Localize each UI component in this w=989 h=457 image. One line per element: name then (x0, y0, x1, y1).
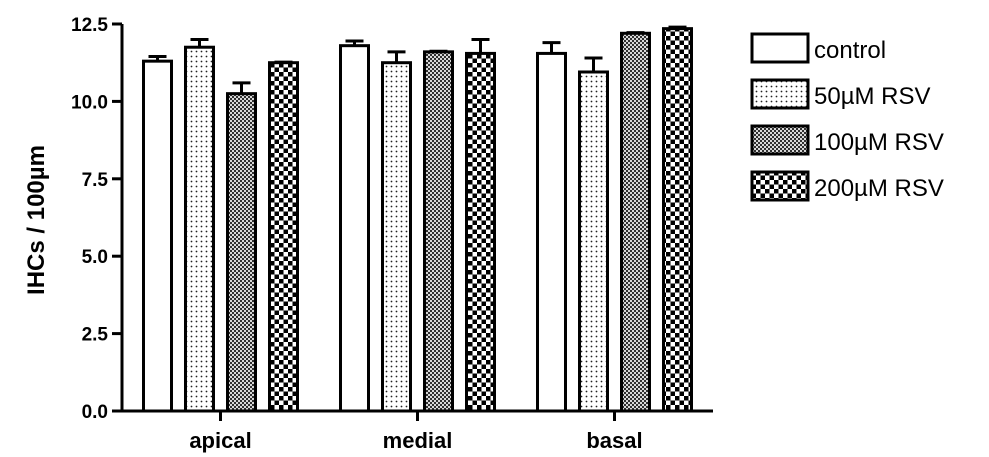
legend-label: 100µM RSV (814, 129, 944, 156)
bar (423, 50, 454, 413)
x-tick-label: basal (586, 428, 642, 453)
bar (184, 45, 215, 413)
y-axis-label: IHCs / 100µm (23, 145, 50, 295)
y-axis: 0.0 2.5 5.0 7.5 10.0 12.5 (71, 15, 124, 423)
y-tick-label: 0.0 (82, 402, 108, 423)
bar (381, 61, 412, 413)
bar (578, 70, 609, 413)
x-tick-label: medial (383, 428, 453, 453)
legend: control 50µM RSV 100µM RSV 200µM RSV (750, 32, 944, 202)
legend-label: control (814, 37, 886, 64)
bar (620, 31, 651, 413)
bars (142, 25, 693, 413)
legend-label: 200µM RSV (814, 175, 944, 202)
y-tick-label: 2.5 (82, 325, 109, 346)
legend-swatch (750, 78, 810, 110)
bar (339, 44, 370, 413)
bar (142, 59, 173, 413)
legend-swatch (750, 124, 810, 156)
bar (268, 61, 299, 413)
bar (536, 51, 567, 413)
y-tick-label: 7.5 (82, 170, 109, 191)
bar (226, 92, 257, 413)
legend-swatch (750, 170, 810, 202)
y-tick-label: 5.0 (82, 247, 108, 268)
legend-swatch (750, 32, 810, 64)
y-tick-label: 12.5 (71, 15, 108, 36)
bar (465, 51, 496, 413)
y-tick-label: 10.0 (71, 92, 108, 113)
bar (662, 27, 693, 413)
x-axis: apical medial basal (120, 409, 713, 453)
legend-label: 50µM RSV (814, 83, 931, 110)
x-tick-label: apical (189, 428, 251, 453)
